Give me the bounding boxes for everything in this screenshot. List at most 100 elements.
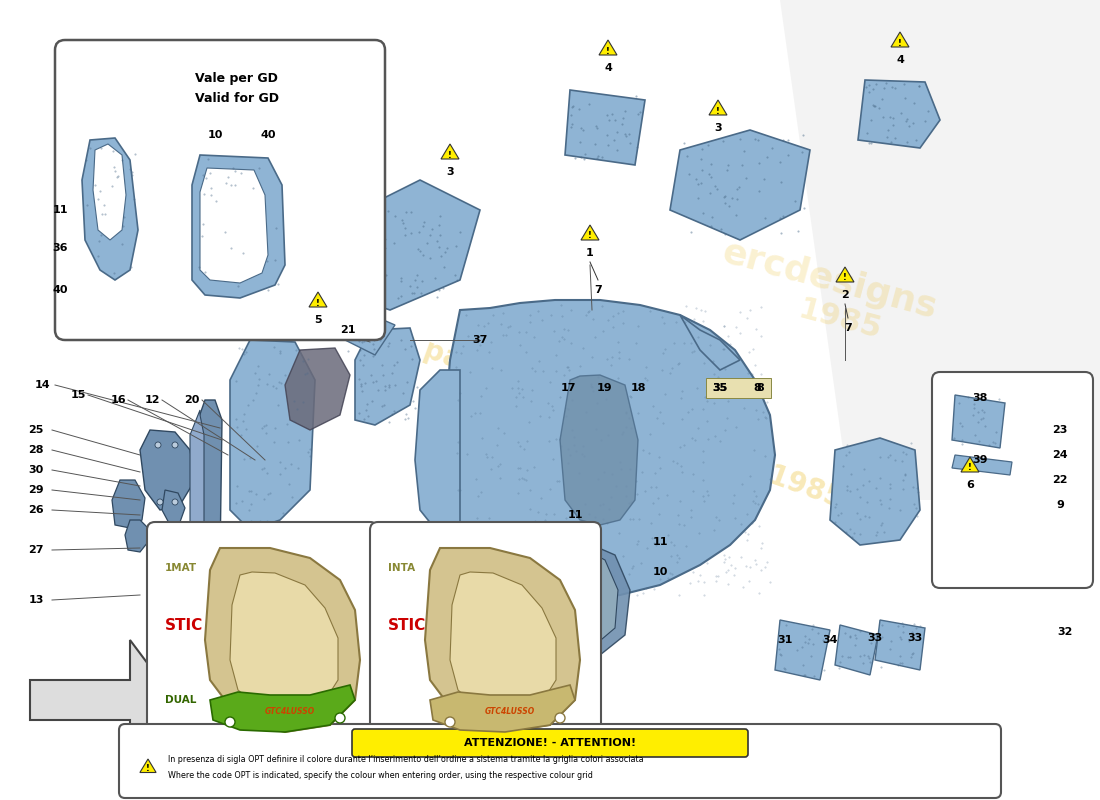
Text: !: ! bbox=[968, 463, 972, 473]
Polygon shape bbox=[544, 548, 618, 650]
Text: 40: 40 bbox=[53, 285, 68, 295]
Text: 33: 33 bbox=[868, 633, 882, 643]
Polygon shape bbox=[112, 480, 145, 528]
Polygon shape bbox=[874, 620, 925, 670]
Text: 10: 10 bbox=[207, 130, 222, 140]
Text: STIC: STIC bbox=[165, 618, 204, 633]
Polygon shape bbox=[835, 625, 878, 675]
Polygon shape bbox=[162, 490, 185, 525]
Text: 11: 11 bbox=[53, 205, 68, 215]
Text: 3: 3 bbox=[714, 123, 722, 133]
Text: Vale per GD: Vale per GD bbox=[195, 72, 278, 85]
Polygon shape bbox=[82, 138, 138, 280]
Circle shape bbox=[336, 713, 345, 723]
Polygon shape bbox=[230, 340, 315, 530]
Text: !: ! bbox=[448, 150, 452, 159]
Text: Valid for GD: Valid for GD bbox=[195, 92, 279, 105]
Polygon shape bbox=[345, 310, 395, 355]
Circle shape bbox=[556, 713, 565, 723]
Polygon shape bbox=[560, 375, 638, 525]
Text: !: ! bbox=[843, 274, 847, 282]
Text: 36: 36 bbox=[53, 243, 68, 253]
Text: 11: 11 bbox=[568, 510, 583, 520]
FancyBboxPatch shape bbox=[932, 372, 1093, 588]
Polygon shape bbox=[30, 640, 175, 760]
Text: 13: 13 bbox=[29, 595, 44, 605]
Text: GTC4LUSSO: GTC4LUSSO bbox=[485, 707, 535, 717]
Polygon shape bbox=[535, 542, 630, 660]
Polygon shape bbox=[961, 457, 979, 472]
Text: !: ! bbox=[898, 38, 902, 47]
Text: 23: 23 bbox=[1053, 425, 1068, 435]
Text: 8: 8 bbox=[756, 383, 763, 393]
Polygon shape bbox=[309, 292, 327, 307]
Polygon shape bbox=[780, 0, 1100, 500]
Polygon shape bbox=[446, 300, 776, 600]
Text: 21: 21 bbox=[340, 325, 355, 335]
Polygon shape bbox=[94, 144, 126, 240]
Text: 2: 2 bbox=[842, 290, 849, 300]
Text: 33: 33 bbox=[908, 633, 923, 643]
Text: 29: 29 bbox=[29, 485, 44, 495]
Polygon shape bbox=[581, 225, 600, 240]
Text: a passion for parts since 1985: a passion for parts since 1985 bbox=[393, 326, 847, 514]
Text: 30: 30 bbox=[29, 465, 44, 475]
Text: 14: 14 bbox=[34, 380, 50, 390]
Polygon shape bbox=[198, 400, 222, 565]
Polygon shape bbox=[140, 430, 195, 510]
Polygon shape bbox=[140, 759, 156, 773]
Text: 32: 32 bbox=[1057, 627, 1072, 637]
FancyBboxPatch shape bbox=[55, 40, 385, 340]
Polygon shape bbox=[190, 410, 204, 558]
Text: STIC: STIC bbox=[388, 618, 427, 633]
Text: !: ! bbox=[316, 298, 320, 307]
Text: 17: 17 bbox=[560, 383, 575, 393]
Polygon shape bbox=[192, 155, 285, 298]
Text: 1: 1 bbox=[586, 248, 594, 258]
Text: 25: 25 bbox=[29, 425, 44, 435]
Polygon shape bbox=[330, 180, 480, 310]
Text: !: ! bbox=[146, 765, 150, 774]
Polygon shape bbox=[710, 100, 727, 115]
FancyBboxPatch shape bbox=[119, 724, 1001, 798]
Text: 7: 7 bbox=[844, 323, 851, 333]
Text: 10: 10 bbox=[652, 567, 668, 577]
Text: DUAL: DUAL bbox=[165, 695, 197, 705]
Text: 1985: 1985 bbox=[795, 295, 884, 345]
Text: 39: 39 bbox=[972, 455, 988, 465]
Polygon shape bbox=[891, 32, 909, 47]
Text: 7: 7 bbox=[594, 285, 602, 295]
Text: 11: 11 bbox=[652, 537, 668, 547]
Text: 4: 4 bbox=[896, 55, 904, 65]
Polygon shape bbox=[836, 267, 854, 282]
Polygon shape bbox=[565, 90, 645, 165]
Text: 24: 24 bbox=[1053, 450, 1068, 460]
Text: 35: 35 bbox=[713, 383, 727, 393]
Circle shape bbox=[155, 442, 161, 448]
Text: 6: 6 bbox=[966, 480, 974, 490]
Text: !: ! bbox=[716, 106, 719, 115]
Polygon shape bbox=[205, 548, 360, 732]
Text: 31: 31 bbox=[778, 635, 793, 645]
Text: 26: 26 bbox=[29, 505, 44, 515]
Polygon shape bbox=[670, 130, 810, 240]
Text: In presenza di sigla OPT definire il colore durante l’inserimento dell’ordine a : In presenza di sigla OPT definire il col… bbox=[168, 755, 643, 765]
Polygon shape bbox=[355, 328, 420, 425]
Text: !: ! bbox=[606, 46, 609, 55]
Text: 18: 18 bbox=[630, 383, 646, 393]
Polygon shape bbox=[952, 455, 1012, 475]
Text: 35: 35 bbox=[713, 383, 727, 393]
Polygon shape bbox=[952, 395, 1005, 448]
Text: 34: 34 bbox=[823, 635, 838, 645]
Text: GTC4LUSSO: GTC4LUSSO bbox=[265, 707, 315, 717]
Circle shape bbox=[157, 499, 163, 505]
Text: 16: 16 bbox=[110, 395, 125, 405]
Text: 1MAT: 1MAT bbox=[165, 563, 197, 573]
Polygon shape bbox=[600, 40, 617, 55]
Text: INTA: INTA bbox=[388, 563, 415, 573]
Polygon shape bbox=[285, 348, 350, 430]
Polygon shape bbox=[830, 438, 920, 545]
Polygon shape bbox=[415, 370, 460, 540]
Text: 19: 19 bbox=[597, 383, 613, 393]
FancyBboxPatch shape bbox=[352, 729, 748, 757]
